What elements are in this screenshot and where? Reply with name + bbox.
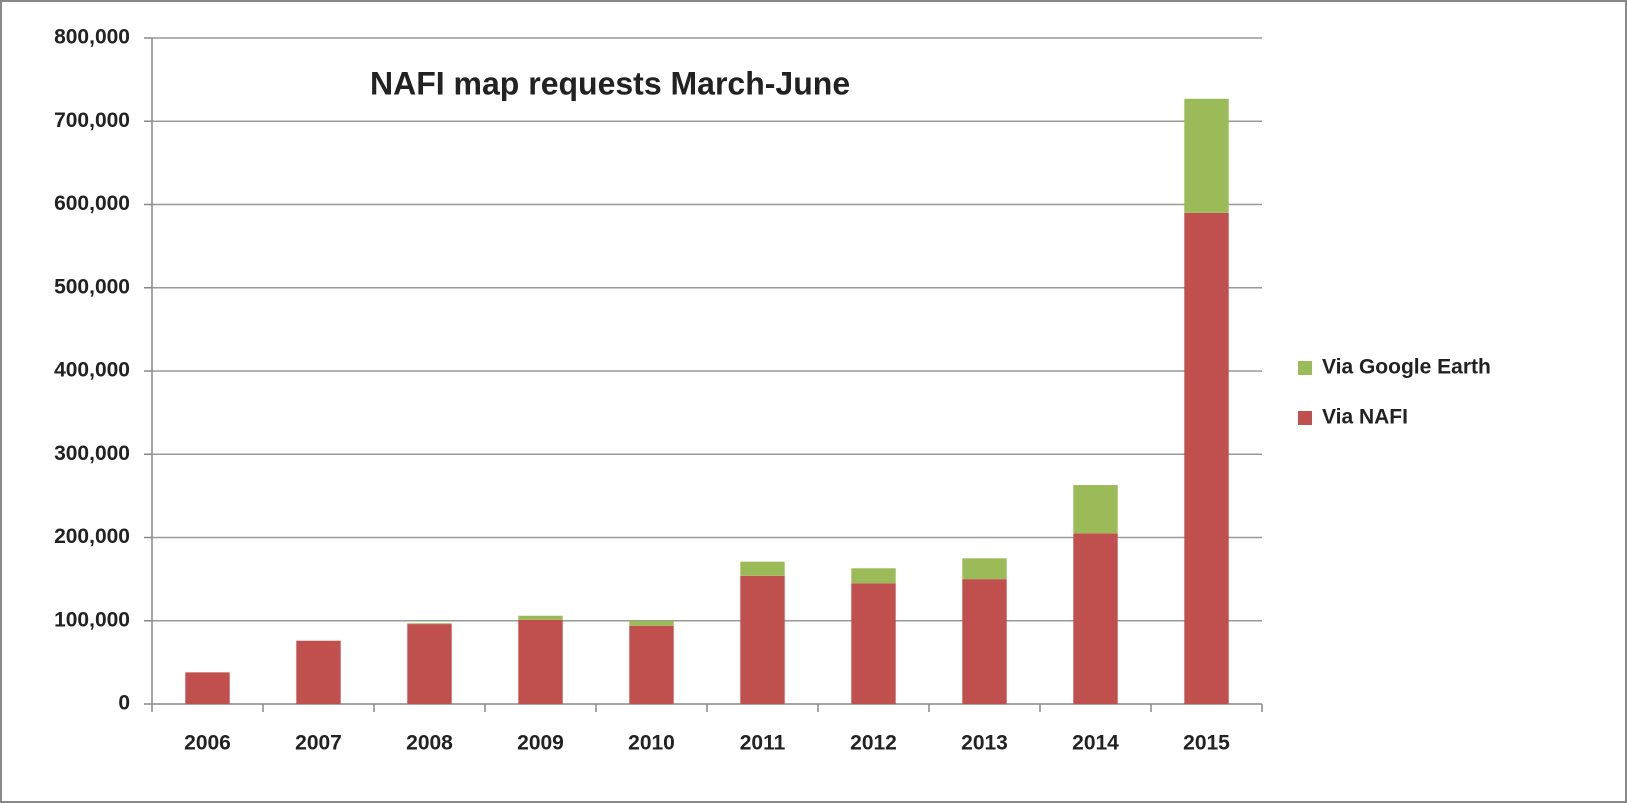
- bar-segment: [1073, 485, 1118, 534]
- y-tick-label: 400,000: [54, 359, 130, 382]
- legend-swatch: [1298, 361, 1312, 375]
- bar-segment: [629, 620, 674, 626]
- bar-segment: [629, 625, 674, 704]
- bar-segment: [962, 579, 1007, 704]
- bar-segment: [1184, 212, 1229, 704]
- bar-segment: [851, 568, 896, 584]
- bar-segment: [962, 558, 1007, 580]
- bar-segment: [296, 640, 341, 704]
- x-tick-label: 2013: [961, 732, 1008, 755]
- legend-swatch: [1298, 411, 1312, 425]
- y-tick-label: 700,000: [54, 109, 130, 132]
- bar-segment: [740, 575, 785, 704]
- legend-label: Via NAFI: [1322, 406, 1408, 429]
- x-tick-label: 2008: [406, 732, 453, 755]
- bar-segment: [1073, 533, 1118, 704]
- bar-segment: [851, 583, 896, 704]
- bar-segment: [1184, 98, 1229, 213]
- legend-label: Via Google Earth: [1322, 356, 1491, 379]
- x-tick-label: 2010: [628, 732, 675, 755]
- x-tick-label: 2006: [184, 732, 231, 755]
- y-tick-label: 100,000: [54, 608, 130, 631]
- x-tick-label: 2012: [850, 732, 897, 755]
- x-tick-label: 2009: [517, 732, 564, 755]
- bar-segment: [407, 624, 452, 704]
- bar-segment: [518, 619, 563, 704]
- x-tick-label: 2015: [1183, 732, 1230, 755]
- y-tick-label: 600,000: [54, 192, 130, 215]
- y-tick-label: 500,000: [54, 275, 130, 298]
- x-tick-label: 2014: [1072, 732, 1119, 755]
- bar-segment: [407, 623, 452, 625]
- x-tick-label: 2011: [740, 732, 786, 755]
- chart-title: NAFI map requests March-June: [370, 65, 850, 101]
- y-tick-label: 200,000: [54, 525, 130, 548]
- y-tick-label: 0: [118, 692, 130, 715]
- bar-segment: [740, 561, 785, 576]
- y-tick-label: 800,000: [54, 26, 130, 49]
- x-tick-label: 2007: [295, 732, 342, 755]
- bar-segment: [518, 615, 563, 620]
- y-tick-label: 300,000: [54, 442, 130, 465]
- bar-segment: [185, 672, 230, 704]
